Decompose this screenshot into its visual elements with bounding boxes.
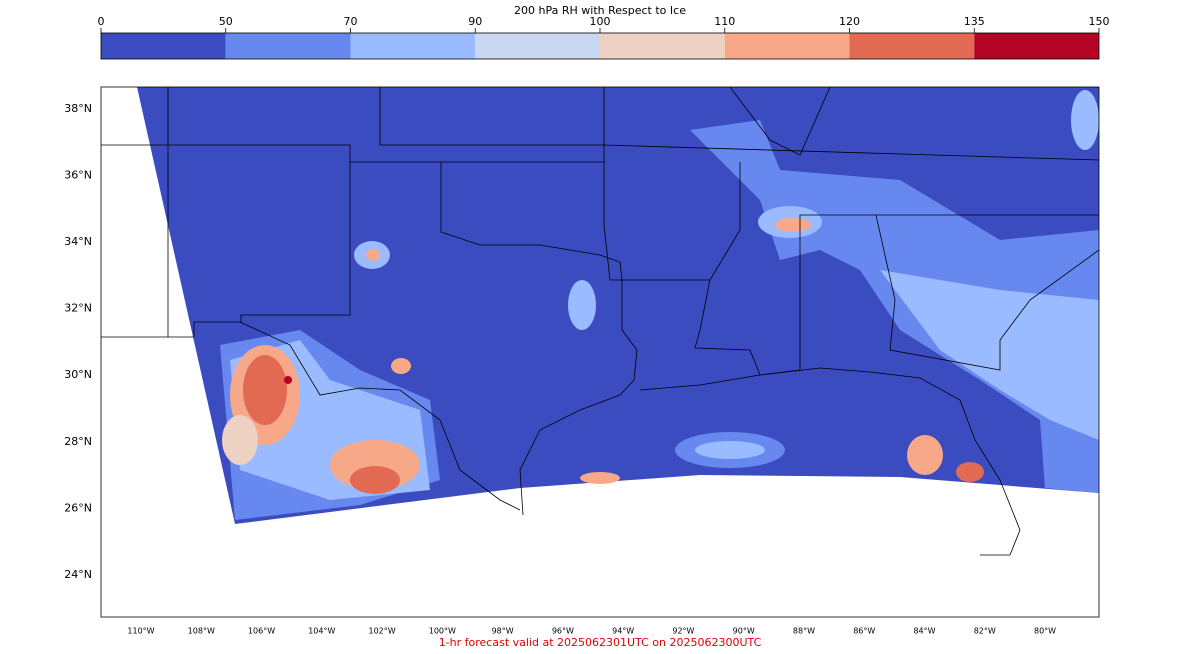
rh-field xyxy=(366,249,380,261)
footer: 1-hr forecast valid at 2025062301UTC on … xyxy=(439,636,762,649)
lat-label: 24°N xyxy=(64,568,92,581)
lon-label: 110°W xyxy=(127,627,154,636)
colorbar-frame xyxy=(100,32,1100,60)
border xyxy=(239,321,521,511)
colorbar-bin xyxy=(350,33,476,59)
map-frame xyxy=(100,86,1100,618)
colorbar-bin xyxy=(974,33,1099,59)
colorbar-tick-label: 150 xyxy=(1089,15,1110,28)
colorbar-tick-label: 120 xyxy=(839,15,860,28)
lat-label: 36°N xyxy=(64,168,92,181)
colorbar-tick-label: 90 xyxy=(468,15,482,28)
colorbar-tick-label: 50 xyxy=(219,15,233,28)
lat-label: 30°N xyxy=(64,368,92,381)
lon-label: 88°W xyxy=(793,627,815,636)
colorbar-bin xyxy=(849,33,975,59)
lat-label: 38°N xyxy=(64,102,92,115)
rh-field xyxy=(956,462,984,482)
lat-label: 26°N xyxy=(64,501,92,514)
colorbar-tick-label: 0 xyxy=(98,15,105,28)
lat-label: 34°N xyxy=(64,235,92,248)
colorbar-bin xyxy=(225,33,351,59)
lon-label: 92°W xyxy=(672,627,694,636)
lon-label: 80°W xyxy=(1034,627,1056,636)
rh-field xyxy=(391,358,411,374)
lon-label: 86°W xyxy=(853,627,875,636)
rh-field xyxy=(695,441,765,459)
lon-label: 104°W xyxy=(308,627,335,636)
colorbar-tick-label: 100 xyxy=(590,15,611,28)
lon-label: 102°W xyxy=(368,627,395,636)
rh-field xyxy=(880,270,1099,440)
lon-label: 84°W xyxy=(913,627,935,636)
lat-label: 28°N xyxy=(64,435,92,448)
map-area xyxy=(101,87,1099,556)
lon-label: 96°W xyxy=(552,627,574,636)
lon-label: 106°W xyxy=(248,627,275,636)
state-border xyxy=(441,144,1099,163)
lon-label: 108°W xyxy=(188,627,215,636)
state-border xyxy=(101,144,351,338)
lon-label: 94°W xyxy=(612,627,634,636)
colorbar: 0 50 70 90 100 110 120 135 150 xyxy=(98,15,1110,59)
lat-label: 32°N xyxy=(64,302,92,315)
rh-field xyxy=(580,472,620,484)
colorbar-bin xyxy=(600,33,725,59)
state-border xyxy=(694,214,1099,376)
colorbar-bin xyxy=(101,33,226,59)
state-border xyxy=(603,162,741,281)
rh-field xyxy=(907,435,943,475)
rh-field xyxy=(243,355,287,425)
lon-labels: 110°W 108°W 106°W 104°W 102°W 100°W 98°W 96°W 94… xyxy=(127,627,1056,636)
rh-field xyxy=(568,280,596,330)
colorbar-tick-label: 135 xyxy=(964,15,985,28)
state-border xyxy=(379,87,605,146)
colorbar-tick-label: 110 xyxy=(714,15,735,28)
colorbar-tick-label: 70 xyxy=(344,15,358,28)
rh-field xyxy=(222,415,258,465)
colorbar-bin xyxy=(475,33,600,59)
rh-field xyxy=(1071,90,1099,150)
lon-label: 90°W xyxy=(733,627,755,636)
rh-field xyxy=(284,376,292,384)
rh-field xyxy=(775,218,811,232)
rh-field xyxy=(350,466,400,494)
lat-labels: 24°N 26°N 28°N 30°N 32°N 34°N 36°N 38°N xyxy=(64,102,92,581)
colorbar-bin xyxy=(724,33,850,59)
lon-label: 98°W xyxy=(492,627,514,636)
coastline xyxy=(639,367,1021,556)
state-border xyxy=(350,161,638,516)
lon-label: 100°W xyxy=(429,627,456,636)
colorbar-title: 200 hPa RH with Respect to Ice xyxy=(514,4,686,17)
state-border xyxy=(729,87,831,156)
lon-label: 82°W xyxy=(974,627,996,636)
